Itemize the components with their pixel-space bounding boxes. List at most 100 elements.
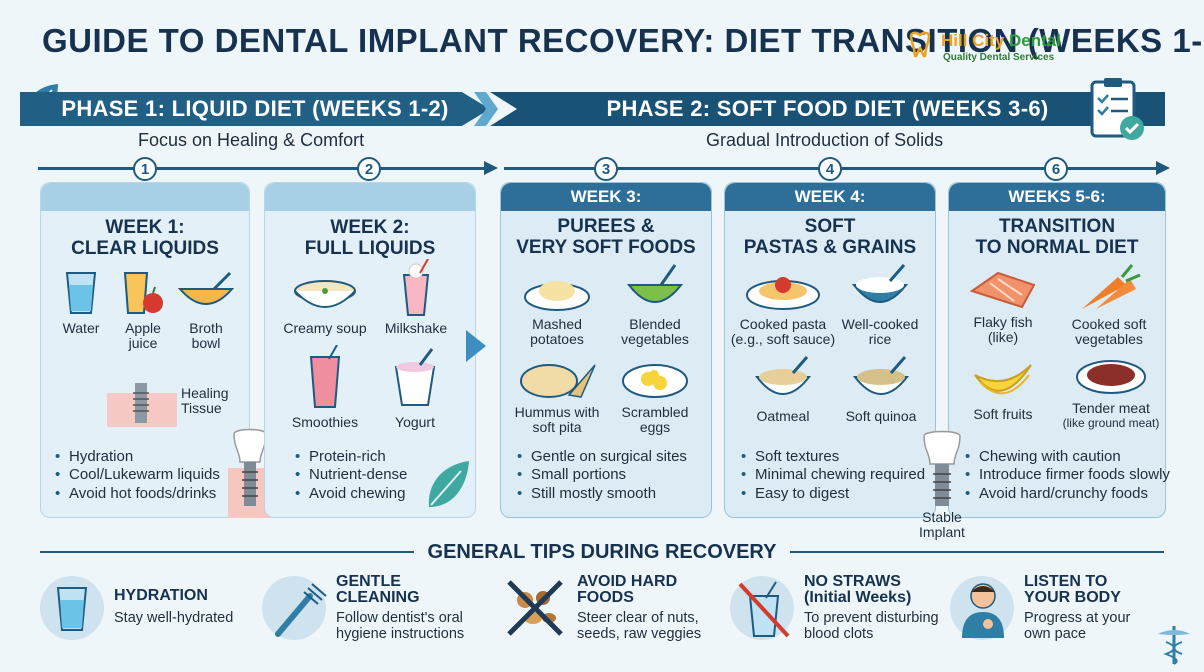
weeks-5-6-card: WEEKS 5-6: TRANSITION TO NORMAL DIET Fla… bbox=[948, 182, 1170, 518]
step-marker-2: 2 bbox=[357, 157, 381, 181]
food-item: Apple juice bbox=[93, 269, 193, 351]
yogurt-icon bbox=[394, 348, 436, 406]
food-item: Scrambled eggs bbox=[605, 359, 705, 435]
food-item: Water bbox=[31, 269, 131, 336]
leaf-icon bbox=[428, 461, 469, 507]
weeks-5-6-header: WEEKS 5-6: bbox=[949, 183, 1165, 211]
card-title: WEEK 2: FULL LIQUIDS bbox=[304, 217, 436, 259]
timeline-arrow bbox=[1156, 161, 1170, 175]
food-item: Broth bowl bbox=[156, 269, 256, 351]
meat-note: (like ground meat) bbox=[1062, 416, 1160, 430]
tip-desc: Stay well-hydrated bbox=[114, 610, 234, 626]
food-item: Smoothies bbox=[277, 345, 373, 430]
no-straw-icon bbox=[738, 581, 790, 638]
tip-avoid-hard-foods: AVOID HARD FOODS Steer clear of nuts, se… bbox=[503, 574, 723, 654]
soup-bowl-icon bbox=[294, 280, 356, 308]
implant-diagram-icon bbox=[107, 383, 177, 427]
food-item: Flaky fish (like) bbox=[953, 269, 1053, 345]
week-2-bullets: Protein-rich Nutrient-dense Avoid chewin… bbox=[295, 448, 407, 504]
tip-desc: Follow dentist's oral hygiene instructio… bbox=[336, 610, 465, 642]
tip-title: LISTEN TO YOUR BODY bbox=[1024, 573, 1121, 606]
rice-bowl-icon bbox=[851, 264, 909, 303]
broth-bowl-icon bbox=[177, 271, 235, 305]
phase-transition-arrow bbox=[466, 330, 486, 362]
week-1-bullets: Hydration Cool/Lukewarm liquids Avoid ho… bbox=[55, 448, 220, 504]
tip-title: HYDRATION bbox=[114, 587, 208, 604]
food-item: Creamy soup bbox=[275, 269, 375, 336]
divider bbox=[40, 551, 414, 553]
food-item: Oatmeal bbox=[733, 355, 833, 424]
quinoa-icon bbox=[852, 356, 910, 395]
water-glass-icon bbox=[65, 272, 97, 314]
scrambled-eggs-icon bbox=[622, 364, 688, 398]
no-hard-foods-icon bbox=[507, 580, 563, 636]
pasta-icon bbox=[746, 277, 820, 310]
food-item: Cooked pasta (e.g., soft sauce) bbox=[729, 267, 837, 347]
food-item: Blended vegetables bbox=[605, 263, 705, 347]
timeline-arrow bbox=[484, 161, 498, 175]
week-2-card: WEEK 2: FULL LIQUIDS Creamy soup Milksha… bbox=[264, 182, 476, 518]
stable-implant-label: Stable Implant bbox=[919, 509, 965, 540]
healing-tissue-label: Healing Tissue bbox=[181, 385, 229, 416]
logo-tagline: Quality Dental Services bbox=[943, 51, 1055, 63]
stable-implant-icon bbox=[923, 430, 961, 506]
card-title: PUREES & VERY SOFT FOODS bbox=[516, 216, 696, 258]
tips-title: GENERAL TIPS DURING RECOVERY bbox=[427, 541, 777, 563]
timeline-phase-1 bbox=[38, 167, 484, 170]
week-4-card: WEEK 4: SOFT PASTAS & GRAINS Cooked past… bbox=[724, 182, 936, 518]
tip-hydration: HYDRATION Stay well-hydrated bbox=[40, 574, 250, 654]
step-marker-6: 6 bbox=[1044, 157, 1068, 181]
week-1-card: WEEK 1: CLEAR LIQUIDS Water Apple juice … bbox=[40, 182, 250, 518]
card-title: TRANSITION TO NORMAL DIET bbox=[975, 216, 1139, 258]
week-3-bullets: Gentle on surgical sites Small portions … bbox=[517, 448, 687, 504]
week-3-card: WEEK 3: PUREES & VERY SOFT FOODS Mashed … bbox=[500, 182, 712, 518]
implant-tooth-icon bbox=[228, 428, 272, 518]
phase-1-banner: PHASE 1: LIQUID DIET (WEEKS 1-2) bbox=[20, 92, 490, 126]
divider bbox=[790, 551, 1164, 553]
step-marker-1: 1 bbox=[133, 157, 157, 181]
banana-icon bbox=[974, 364, 1032, 395]
mashed-potatoes-icon bbox=[524, 281, 590, 311]
food-item: Yogurt bbox=[369, 345, 461, 430]
milkshake-icon bbox=[402, 259, 430, 316]
smoothie-icon bbox=[309, 345, 341, 408]
clinic-logo: Hill City Dental Quality Dental Services bbox=[905, 30, 1061, 64]
tip-title: GENTLE CLEANING bbox=[336, 573, 420, 606]
carrots-icon bbox=[1082, 264, 1141, 309]
food-item: Milkshake bbox=[372, 259, 460, 336]
food-item: Soft quinoa bbox=[831, 355, 931, 424]
meat-icon bbox=[1076, 360, 1146, 394]
tip-gentle-cleaning: GENTLE CLEANING Follow dentist's oral hy… bbox=[262, 574, 482, 654]
phase-1-subtitle: Focus on Healing & Comfort bbox=[138, 130, 365, 150]
oatmeal-icon bbox=[754, 356, 812, 395]
phase-2-banner: PHASE 2: SOFT FOOD DIET (WEEKS 3-6) bbox=[490, 92, 1165, 126]
tooth-logo-icon bbox=[905, 30, 935, 64]
step-marker-3: 3 bbox=[594, 157, 618, 181]
logo-name: Hill City Dental bbox=[941, 30, 1061, 50]
water-glass-icon bbox=[56, 587, 88, 631]
apple-juice-icon bbox=[123, 272, 163, 314]
weeks-5-6-bullets: Chewing with caution Introduce firmer fo… bbox=[965, 448, 1170, 504]
caduceus-icon bbox=[1158, 626, 1190, 665]
food-item: Hummus with soft pita bbox=[507, 359, 607, 435]
tip-desc: Progress at your own pace bbox=[1024, 610, 1131, 642]
toothbrush-icon bbox=[275, 583, 327, 637]
hummus-icon bbox=[520, 364, 596, 398]
tip-desc: To prevent disturbing blood clots bbox=[804, 610, 939, 642]
page-title: GUIDE TO DENTAL IMPLANT RECOVERY: DIET T… bbox=[42, 22, 1204, 59]
tip-desc: Steer clear of nuts, seeds, raw veggies bbox=[577, 610, 702, 642]
tip-title: NO STRAWS (Initial Weeks) bbox=[804, 573, 912, 606]
card-title: WEEK 1: CLEAR LIQUIDS bbox=[71, 217, 219, 259]
food-item: Cooked soft vegetables bbox=[1059, 263, 1159, 347]
fish-icon bbox=[969, 271, 1036, 309]
food-item: Soft fruits bbox=[953, 355, 1053, 422]
step-marker-4: 4 bbox=[818, 157, 842, 181]
clipboard-check-icon bbox=[1090, 78, 1144, 140]
week-3-header: WEEK 3: bbox=[501, 183, 711, 211]
food-item: Mashed potatoes bbox=[507, 271, 607, 347]
person-icon bbox=[962, 583, 1004, 638]
food-item: Tender meat (like ground meat) bbox=[1057, 355, 1165, 431]
tip-listen-to-body: LISTEN TO YOUR BODY Progress at your own… bbox=[950, 574, 1150, 654]
food-item: Well-cooked rice bbox=[835, 263, 925, 347]
phase-2-subtitle: Gradual Introduction of Solids bbox=[706, 130, 944, 150]
